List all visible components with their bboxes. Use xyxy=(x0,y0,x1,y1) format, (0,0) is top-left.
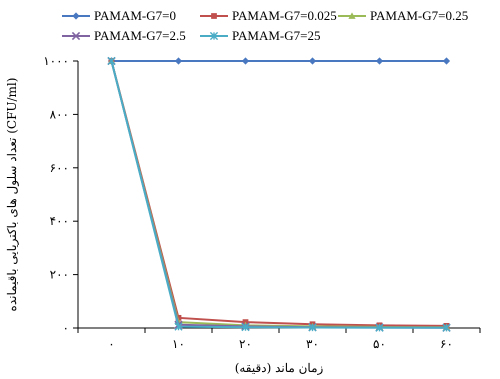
x-ticks: ۰ ۱۰ ۲۰ ۳۰ ۵۰ ۶۰ xyxy=(77,328,481,351)
legend-label: PAMAM-G7=0.25 xyxy=(370,8,468,23)
legend: PAMAM-G7=0 PAMAM-G7=0.025 PAMAM-G7=0.25 PAM… xyxy=(62,8,468,43)
legend-marker xyxy=(209,31,219,41)
series xyxy=(107,56,451,332)
x-tick-label: ۱۰ xyxy=(172,337,185,351)
y-tick-label: ۶۰۰ xyxy=(50,161,69,175)
data-point xyxy=(442,323,451,332)
legend-item: PAMAM-G7=25 xyxy=(200,28,320,43)
x-tick-label: ۲۰ xyxy=(239,337,252,351)
y-axis-title: تعداد سلول های باکتریایی باقیمانده (CFU/… xyxy=(5,78,19,312)
data-point xyxy=(308,57,317,65)
series-layer xyxy=(107,56,451,332)
legend-item: PAMAM-G7=0 xyxy=(62,8,176,23)
y-tick-label: ۱۰۰۰ xyxy=(43,54,69,68)
legend-item: PAMAM-G7=2.5 xyxy=(62,28,186,43)
data-point xyxy=(175,314,182,321)
y-tick-label: ۰ xyxy=(63,321,69,335)
series-line xyxy=(110,60,447,329)
legend-label: PAMAM-G7=25 xyxy=(232,28,320,43)
y-tick-label: ۴۰۰ xyxy=(50,214,69,228)
legend-marker xyxy=(71,31,81,41)
data-point xyxy=(442,57,451,65)
series xyxy=(107,57,451,65)
x-tick-label: ۰ xyxy=(108,337,114,351)
legend-label: PAMAM-G7=0 xyxy=(94,8,176,23)
series xyxy=(108,58,450,329)
data-point xyxy=(375,57,384,65)
series xyxy=(107,57,451,331)
x-tick-label: ۵۰ xyxy=(373,337,386,351)
data-point xyxy=(241,323,250,332)
x-tick-label: ۳۰ xyxy=(306,337,319,351)
series-line xyxy=(110,60,447,327)
legend-item: PAMAM-G7=0.25 xyxy=(338,8,468,23)
legend-marker xyxy=(211,13,217,19)
legend-label: PAMAM-G7=0.025 xyxy=(232,8,337,23)
data-point xyxy=(241,57,250,65)
data-point xyxy=(107,56,116,66)
legend-marker xyxy=(348,12,356,19)
legend-item: PAMAM-G7=0.025 xyxy=(200,8,337,23)
x-tick-label: ۶۰ xyxy=(440,337,453,351)
data-point xyxy=(174,57,183,65)
y-ticks: ۰ ۲۰۰ ۴۰۰ ۶۰۰ ۸۰۰ ۱۰۰۰ xyxy=(43,54,78,335)
data-point xyxy=(375,323,384,332)
axes xyxy=(77,61,480,329)
y-tick-label: ۲۰۰ xyxy=(50,268,69,282)
legend-label: PAMAM-G7=2.5 xyxy=(94,28,186,43)
series xyxy=(107,56,451,332)
y-tick-label: ۸۰۰ xyxy=(50,107,69,121)
series-line xyxy=(110,60,447,329)
data-point xyxy=(174,322,183,331)
legend-marker xyxy=(72,12,80,20)
series-line xyxy=(110,60,447,329)
data-point xyxy=(308,323,317,332)
x-axis-title: زمان ماند (دقیقه) xyxy=(235,361,324,375)
